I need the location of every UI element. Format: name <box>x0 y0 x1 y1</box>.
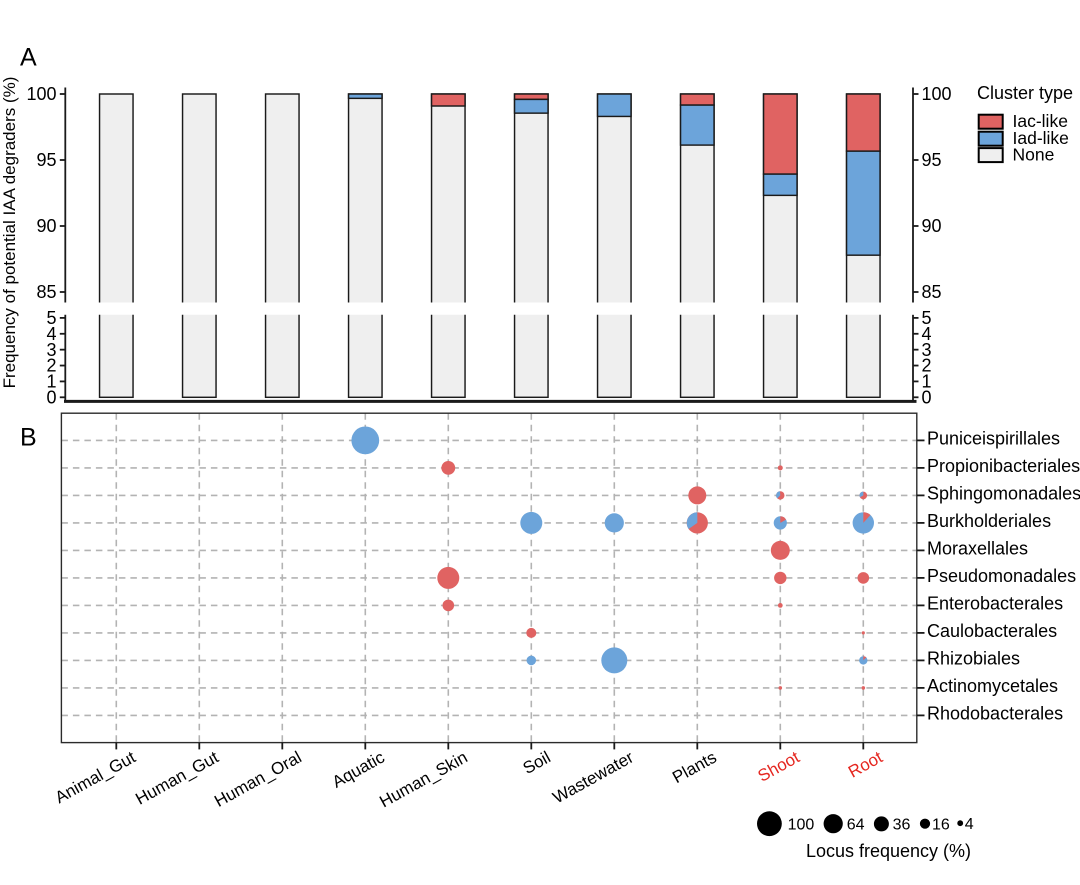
svg-text:Cluster type: Cluster type <box>977 83 1073 103</box>
svg-text:16: 16 <box>932 816 950 833</box>
svg-text:1: 1 <box>46 372 56 392</box>
svg-text:Frequency of potential IAA deg: Frequency of potential IAA degraders (%) <box>0 77 19 389</box>
svg-text:Rhizobiales: Rhizobiales <box>927 649 1020 669</box>
svg-text:Iac-like: Iac-like <box>1013 111 1068 131</box>
svg-text:85: 85 <box>922 282 942 302</box>
svg-text:A: A <box>20 44 37 72</box>
svg-text:100: 100 <box>922 84 952 104</box>
svg-text:90: 90 <box>36 216 56 236</box>
svg-text:2: 2 <box>922 356 932 376</box>
svg-text:4: 4 <box>46 324 56 344</box>
svg-text:Rhodobacterales: Rhodobacterales <box>927 704 1063 724</box>
svg-text:0: 0 <box>922 388 932 408</box>
svg-text:4: 4 <box>965 816 974 833</box>
svg-text:2: 2 <box>46 356 56 376</box>
svg-text:Sphingomonadales: Sphingomonadales <box>927 484 1080 504</box>
svg-text:Iad-like: Iad-like <box>1013 128 1069 148</box>
svg-text:Caulobacterales: Caulobacterales <box>927 621 1057 641</box>
svg-text:B: B <box>20 424 37 452</box>
svg-text:85: 85 <box>36 282 56 302</box>
svg-text:95: 95 <box>36 150 56 170</box>
svg-text:Burkholderiales: Burkholderiales <box>927 511 1051 531</box>
svg-text:None: None <box>1013 145 1055 165</box>
svg-text:Actinomycetales: Actinomycetales <box>927 676 1058 696</box>
svg-text:Puniceispirillales: Puniceispirillales <box>927 429 1060 449</box>
svg-text:Locus frequency (%): Locus frequency (%) <box>806 841 971 861</box>
svg-text:100: 100 <box>26 84 56 104</box>
svg-text:5: 5 <box>922 308 932 328</box>
svg-text:Propionibacteriales: Propionibacteriales <box>927 456 1080 476</box>
svg-text:90: 90 <box>922 216 942 236</box>
svg-text:Enterobacterales: Enterobacterales <box>927 594 1063 614</box>
svg-text:0: 0 <box>46 388 56 408</box>
svg-text:64: 64 <box>847 816 865 833</box>
svg-text:3: 3 <box>922 340 932 360</box>
svg-text:1: 1 <box>922 372 932 392</box>
svg-text:95: 95 <box>922 150 942 170</box>
svg-text:5: 5 <box>46 308 56 328</box>
svg-text:3: 3 <box>46 340 56 360</box>
svg-text:Pseudomonadales: Pseudomonadales <box>927 566 1076 586</box>
svg-text:4: 4 <box>922 324 932 344</box>
svg-text:Moraxellales: Moraxellales <box>927 539 1028 559</box>
svg-text:100: 100 <box>788 816 815 833</box>
svg-text:36: 36 <box>893 817 911 834</box>
